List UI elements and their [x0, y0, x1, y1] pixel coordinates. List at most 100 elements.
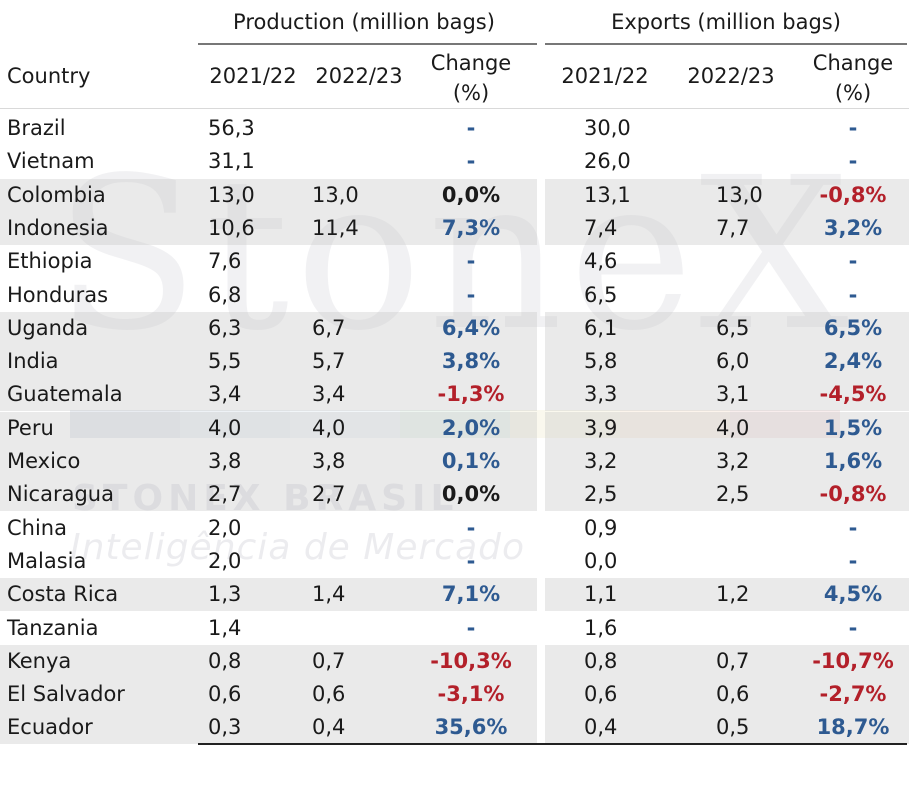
- row-shading: [0, 644, 537, 678]
- table-row: Nicaragua 2,7 2,7 0,0% 2,5 2,5 -0,8%: [0, 478, 909, 512]
- production-2021-cell: 6,8: [208, 282, 242, 307]
- production-2022-cell: 2,7: [312, 482, 346, 507]
- exports-change-cell: 3,2%: [823, 215, 883, 240]
- exports-2022-cell: 0,7: [716, 648, 750, 673]
- exports-2022-cell: 0,5: [716, 715, 750, 740]
- exports-2021-cell: 0,4: [584, 715, 618, 740]
- row-shading: [0, 378, 537, 412]
- table-row: Ethiopia 7,6 - 4,6 -: [0, 245, 909, 278]
- production-2021-cell: 6,3: [208, 315, 242, 340]
- production-change-cell: -10,3%: [430, 648, 512, 673]
- production-2021-cell: 0,8: [208, 648, 242, 673]
- exports-change-cell: -0,8%: [819, 182, 887, 207]
- exports-2022-header: 2022/23: [687, 64, 775, 88]
- exports-2022-cell: 4,0: [716, 415, 750, 440]
- exports-2021-cell: 13,1: [584, 182, 631, 207]
- country-cell: Brazil: [7, 116, 66, 140]
- exports-change-cell: 18,7%: [816, 715, 890, 740]
- row-shading: [0, 345, 537, 379]
- exports-change-cell: -10,7%: [812, 648, 894, 673]
- production-2021-cell: 1,4: [208, 615, 242, 640]
- production-change-cell: -: [466, 116, 476, 140]
- exports-change-header-line1: Change: [812, 51, 894, 75]
- exports-change-header: Change (%): [793, 48, 909, 108]
- country-cell: Ecuador: [7, 715, 93, 740]
- exports-2021-cell: 3,3: [584, 382, 618, 407]
- table-row: Indonesia 10,6 11,4 7,3% 7,4 7,7 3,2%: [0, 211, 909, 245]
- header-divider: [0, 108, 909, 109]
- exports-change-cell: 2,4%: [823, 349, 883, 374]
- exports-change-cell: -4,5%: [819, 382, 887, 407]
- table-row: Peru 4,0 4,0 2,0% 3,9 4,0 1,5%: [0, 411, 909, 445]
- country-cell: Uganda: [7, 315, 89, 340]
- country-cell: El Salvador: [7, 682, 125, 707]
- exports-2021-cell: 4,6: [584, 249, 618, 274]
- production-change-cell: 0,0%: [441, 182, 501, 207]
- exports-2021-cell: 6,1: [584, 315, 618, 340]
- table-row: Uganda 6,3 6,7 6,4% 6,1 6,5 6,5%: [0, 311, 909, 345]
- production-change-cell: -: [466, 515, 476, 540]
- production-2022-cell: 3,8: [312, 449, 346, 473]
- exports-2022-cell: 13,0: [716, 182, 763, 207]
- exports-2021-cell: 5,8: [584, 349, 618, 374]
- exports-change-cell: -2,7%: [819, 682, 887, 707]
- table-row: China 2,0 - 0,9 -: [0, 512, 909, 545]
- exports-2022-cell: 2,5: [716, 482, 750, 507]
- production-2022-cell: 4,0: [312, 415, 346, 440]
- exports-2021-cell: 6,5: [584, 282, 618, 307]
- row-shading: [545, 411, 909, 445]
- row-shading: [0, 411, 537, 445]
- exports-group-rule: [545, 43, 907, 45]
- production-2021-cell: 2,0: [208, 548, 242, 573]
- production-change-cell: -: [466, 249, 476, 274]
- production-2022-cell: 0,4: [312, 715, 346, 740]
- production-2021-cell: 2,7: [208, 482, 242, 507]
- row-shading: [545, 311, 909, 345]
- production-2021-cell: 4,0: [208, 415, 242, 440]
- country-cell: Colombia: [7, 182, 106, 207]
- row-shading: [545, 445, 909, 478]
- production-2022-cell: 1,4: [312, 582, 346, 607]
- production-change-cell: -3,1%: [437, 682, 505, 707]
- exports-2021-header: 2021/22: [561, 64, 649, 88]
- exports-change-cell: -: [848, 249, 858, 274]
- row-shading: [0, 445, 537, 478]
- production-2021-header: 2021/22: [209, 64, 297, 88]
- exports-2021-cell: 3,9: [584, 415, 618, 440]
- country-cell: Costa Rica: [7, 582, 119, 607]
- row-shading: [0, 478, 537, 512]
- table-row: India 5,5 5,7 3,8% 5,8 6,0 2,4%: [0, 345, 909, 379]
- table-row: Colombia 13,0 13,0 0,0% 13,1 13,0 -0,8%: [0, 178, 909, 212]
- country-cell: Mexico: [7, 449, 81, 473]
- exports-change-header-line2: (%): [834, 81, 872, 105]
- production-2021-cell: 5,5: [208, 349, 242, 374]
- table-row: Honduras 6,8 - 6,5 -: [0, 279, 909, 312]
- exports-change-cell: 1,5%: [823, 415, 883, 440]
- production-change-header-line2: (%): [452, 81, 490, 105]
- table-row: Tanzania 1,4 - 1,6 -: [0, 612, 909, 645]
- country-column-header: Country: [7, 64, 91, 88]
- row-shading: [0, 578, 537, 612]
- country-cell: Guatemala: [7, 382, 123, 407]
- country-cell: Indonesia: [7, 215, 109, 240]
- exports-2021-cell: 1,1: [584, 582, 618, 607]
- exports-change-cell: -: [848, 548, 858, 573]
- production-change-cell: 7,1%: [441, 582, 501, 607]
- table-row: Malasia 2,0 - 0,0 -: [0, 545, 909, 578]
- production-group-rule: [198, 43, 537, 45]
- row-shading: [545, 678, 909, 712]
- exports-2022-cell: 6,5: [716, 315, 750, 340]
- production-group-title: Production (million bags): [233, 10, 495, 34]
- country-cell: India: [7, 349, 59, 374]
- exports-change-cell: 1,6%: [823, 449, 883, 473]
- exports-change-cell: 4,5%: [823, 582, 883, 607]
- production-change-cell: -: [466, 615, 476, 640]
- exports-2021-cell: 26,0: [584, 149, 631, 174]
- production-change-cell: 3,8%: [441, 349, 501, 374]
- table-bottom-rule: [198, 743, 907, 745]
- country-cell: Kenya: [7, 648, 72, 673]
- production-2022-cell: 0,6: [312, 682, 346, 707]
- production-change-cell: 2,0%: [441, 415, 501, 440]
- row-shading: [545, 711, 909, 745]
- production-change-cell: 35,6%: [434, 715, 508, 740]
